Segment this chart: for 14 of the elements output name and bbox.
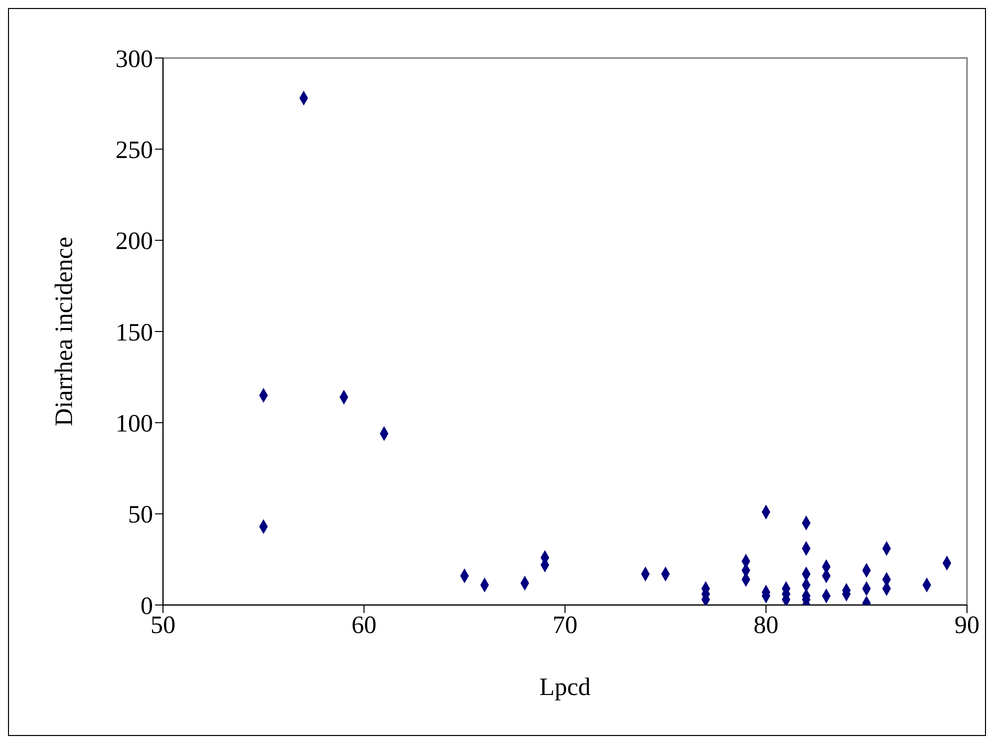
y-tick-label: 100 — [116, 410, 153, 438]
x-axis-title: Lpcd — [539, 674, 592, 701]
x-tick-label: 50 — [150, 612, 176, 639]
y-axis-title: Diarrhea incidence — [50, 236, 78, 426]
x-tick-label: 60 — [352, 612, 376, 639]
y-tick-label: 300 — [116, 46, 153, 73]
y-tick-label: 200 — [116, 228, 153, 256]
x-tick-label: 70 — [552, 612, 578, 639]
x-tick-label: 80 — [754, 612, 778, 639]
y-tick-label: 0 — [140, 592, 153, 620]
x-tick-label: 90 — [954, 612, 980, 639]
y-tick-label: 50 — [128, 502, 153, 529]
y-tick-label: 150 — [116, 319, 153, 346]
y-tick-label: 250 — [116, 137, 153, 164]
